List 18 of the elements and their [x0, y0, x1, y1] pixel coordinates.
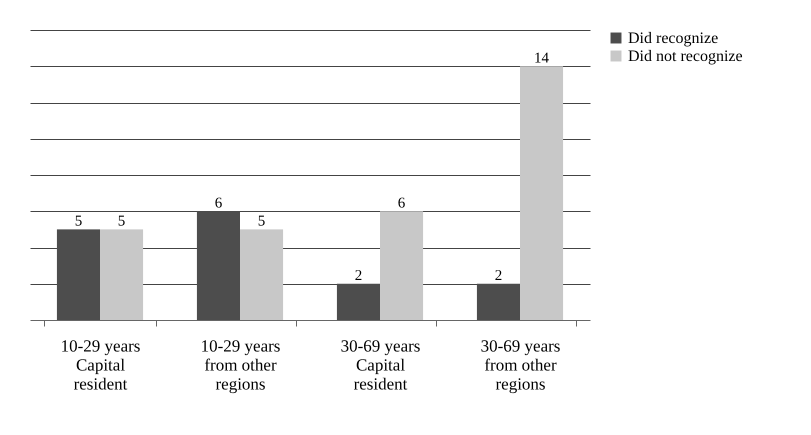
data-label: 5 — [118, 213, 126, 230]
bar — [520, 66, 564, 320]
x-tick-label: 10-29 years from other regions — [200, 336, 280, 394]
data-label: 14 — [534, 50, 550, 66]
data-label: 6 — [214, 195, 223, 212]
bar — [100, 229, 144, 320]
x-tick-label: 10-29 years Capital resident — [60, 336, 140, 394]
bar — [240, 229, 284, 320]
bar — [380, 211, 424, 320]
data-label: 2 — [354, 268, 362, 284]
data-label: 2 — [494, 268, 502, 284]
x-tick-label: 30-69 years Capital resident — [340, 336, 420, 394]
x-tick-label: 30-69 years from other regions — [480, 336, 560, 394]
data-label: 5 — [258, 213, 266, 230]
data-label: 6 — [398, 195, 406, 212]
legend-label: Did not recognize — [628, 48, 743, 65]
data-label: 5 — [74, 213, 82, 230]
legend-label: Did recognize — [628, 30, 718, 47]
